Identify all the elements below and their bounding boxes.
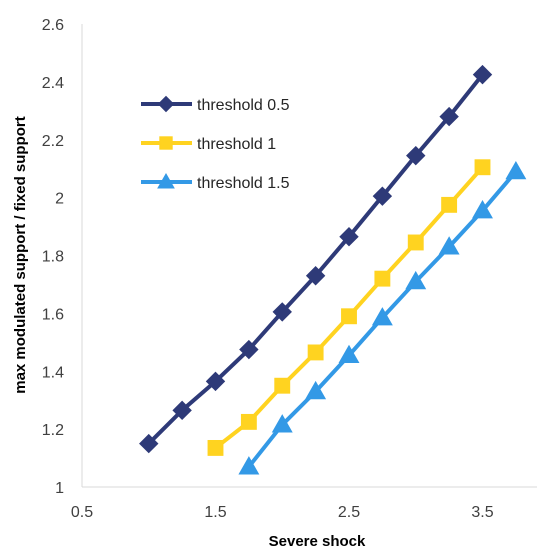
x-tick-label: 2.5 (338, 504, 360, 521)
series-3 (238, 160, 527, 475)
data-point-triangle (438, 236, 460, 255)
y-tick-label: 2 (55, 191, 64, 208)
y-tick-label: 1 (55, 480, 64, 497)
data-point-square (207, 439, 224, 456)
y-tick-label: 2.4 (42, 75, 64, 92)
legend: threshold 0.5 threshold 1 threshold 1.5 (141, 95, 290, 192)
data-point-square (274, 377, 291, 394)
legend-item: threshold 1.5 (141, 172, 290, 192)
data-point-diamond (406, 145, 426, 166)
data-point-diamond (172, 400, 192, 421)
y-tick-label: 1.2 (42, 422, 64, 439)
data-point-triangle (338, 344, 360, 364)
data-point-diamond (239, 339, 259, 360)
legend-label: threshold 1.5 (197, 175, 290, 192)
y-tick-label: 2.2 (42, 133, 64, 150)
data-point-triangle (238, 456, 260, 475)
data-point-diamond (372, 186, 393, 206)
y-tick-label: 1.8 (42, 249, 64, 266)
data-point-diamond (472, 64, 493, 85)
data-point-square (407, 234, 424, 251)
data-point-square (474, 159, 491, 176)
data-point-triangle (405, 270, 427, 290)
axes: 1 1.2 1.4 1.6 1.8 2 2.2 2.4 2.6 0.5 1.5 2.5 3.5 (42, 17, 537, 521)
data-point-diamond (305, 266, 326, 286)
series-1 (139, 64, 493, 454)
legend-marker-triangle (157, 172, 175, 189)
data-point-triangle (271, 414, 293, 433)
x-tick-label: 3.5 (471, 504, 493, 521)
legend-label: threshold 0.5 (197, 97, 290, 114)
data-point-diamond (139, 433, 159, 454)
legend-item: threshold 0.5 (141, 95, 290, 114)
data-point-square (374, 270, 391, 287)
data-point-triangle (371, 307, 393, 326)
data-point-triangle (505, 160, 527, 180)
data-point-triangle (472, 200, 493, 219)
legend-label: threshold 1 (197, 136, 276, 153)
data-point-square (307, 344, 324, 361)
legend-marker-diamond (157, 95, 175, 113)
legend-item: threshold 1 (141, 136, 276, 153)
data-point-diamond (205, 371, 226, 392)
legend-marker-square (159, 136, 173, 150)
data-point-square (441, 196, 458, 213)
x-tick-label: 1.5 (204, 504, 226, 521)
data-point-square (341, 308, 357, 325)
data-point-square (240, 413, 257, 430)
y-tick-label: 1.4 (42, 364, 64, 381)
data-point-diamond (339, 226, 359, 247)
y-tick-label: 1.6 (42, 306, 64, 323)
series-2 (207, 159, 491, 456)
data-point-diamond (439, 106, 459, 127)
series-group (139, 64, 527, 475)
data-point-diamond (272, 302, 292, 322)
x-tick-label: 0.5 (71, 504, 93, 521)
data-point-triangle (305, 380, 327, 400)
y-tick-label: 2.6 (42, 17, 64, 34)
x-axis-title: Severe shock (269, 533, 366, 549)
y-axis-title: max modulated support / fixed support (12, 116, 29, 394)
